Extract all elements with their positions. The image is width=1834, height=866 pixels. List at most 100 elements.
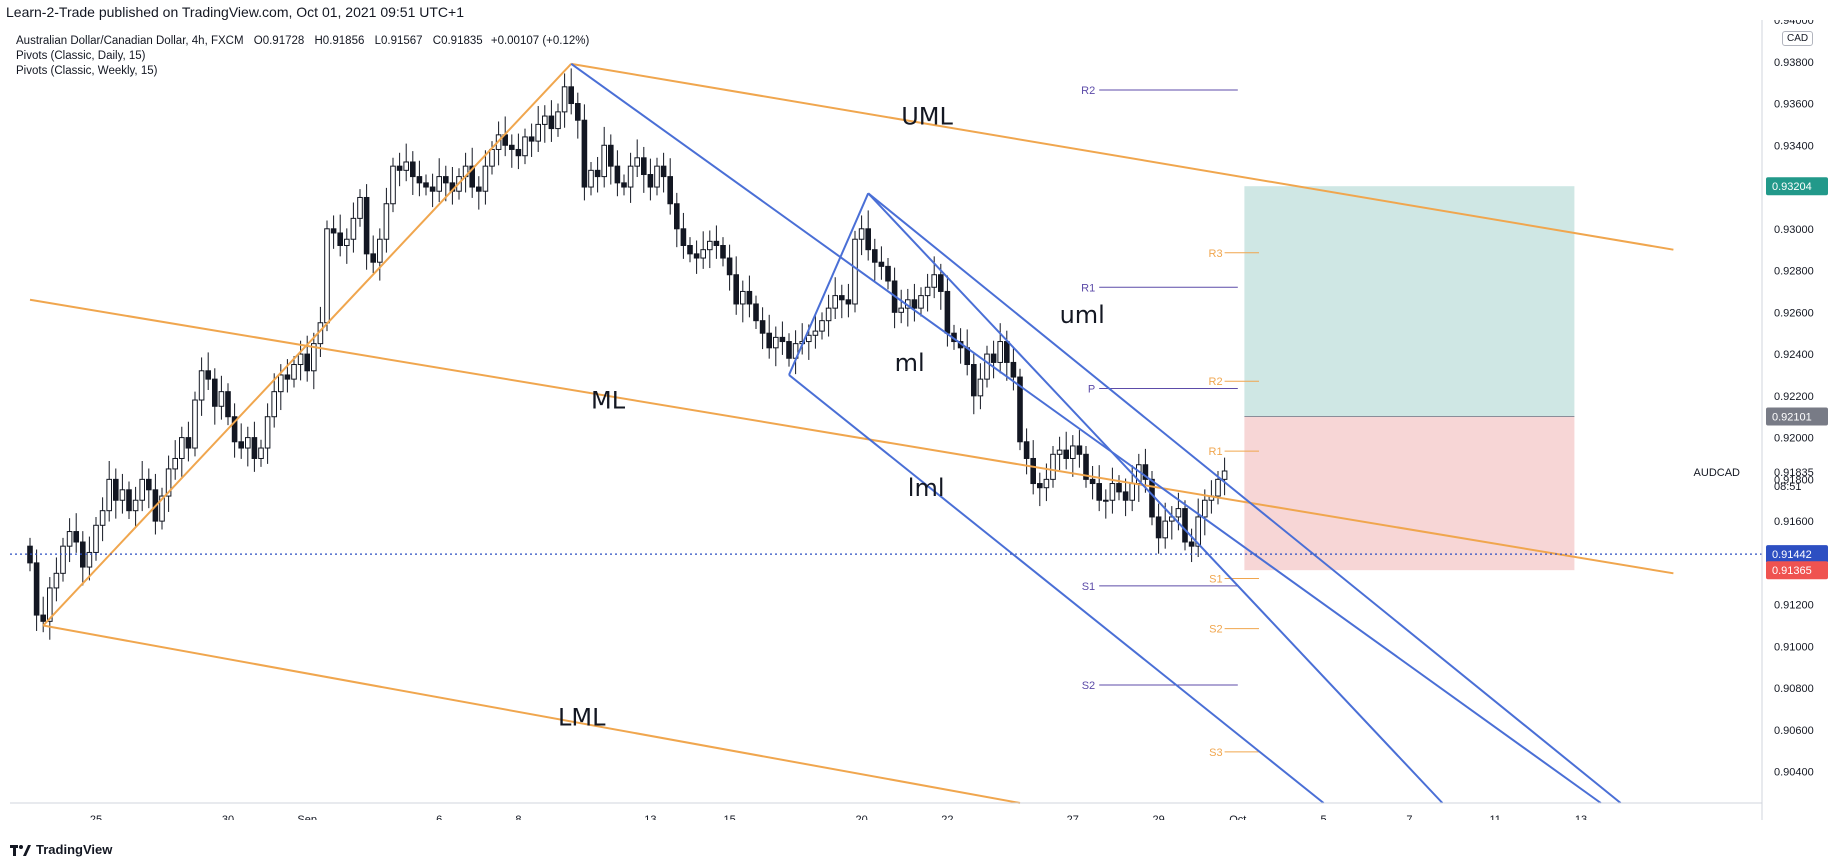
candle-body	[865, 228, 872, 251]
candle	[707, 230, 713, 269]
candle	[825, 294, 832, 337]
time-tick-label: 15	[723, 814, 735, 820]
candle-body	[667, 176, 674, 205]
candle-body	[720, 245, 726, 259]
price-tick-label: 0.91800	[1774, 474, 1814, 486]
candle-body	[1017, 376, 1023, 443]
candle	[746, 275, 753, 318]
candle	[839, 284, 845, 319]
daily-pivot-label: R2	[1209, 376, 1223, 388]
candle-body	[1182, 508, 1188, 543]
trend-line-LML	[43, 624, 1021, 804]
candle-body	[185, 437, 192, 449]
candle-body	[1202, 499, 1208, 518]
candle	[126, 481, 132, 520]
candle-body	[429, 186, 436, 192]
candle	[264, 403, 271, 464]
candle-body	[806, 334, 812, 343]
price-tick-label: 0.90400	[1774, 767, 1814, 779]
indicator-weekly-pivots[interactable]: Pivots (Classic, Weekly, 15)	[16, 65, 158, 77]
candle	[660, 152, 667, 193]
weekly-pivot-label: S2	[1082, 680, 1095, 692]
candle-body	[1188, 541, 1195, 547]
stop-price-badge: 0.91365	[1772, 565, 1812, 577]
candle-body	[522, 136, 528, 157]
candle	[139, 460, 145, 512]
candle	[667, 158, 674, 215]
candle	[779, 321, 786, 355]
candle-body	[1063, 449, 1070, 459]
trend-line-ml	[867, 192, 1444, 804]
candle-body	[370, 253, 376, 263]
tradingview-brand: TradingView	[36, 842, 113, 857]
candle-body	[40, 614, 47, 622]
daily-pivot-label: S2	[1209, 624, 1222, 636]
trend-line-uml	[867, 192, 1622, 804]
candle	[601, 126, 608, 188]
candle-body	[621, 182, 627, 188]
candle-body	[594, 169, 601, 178]
price-chart[interactable]: R2 R1 P S1 S2 R3 R2 R1 S1 S2 S3 UML ML LML uml ml lml 0.9…	[0, 20, 1834, 820]
indicator-daily-pivots[interactable]: Pivots (Classic, Daily, 15)	[16, 50, 146, 62]
candle-body	[311, 343, 317, 372]
last-price-value: 0.91835	[1774, 467, 1814, 479]
candle-body	[726, 257, 733, 276]
candle-body	[1122, 491, 1129, 501]
candle-body	[212, 378, 218, 407]
candle-body	[73, 531, 80, 543]
candle-body	[832, 295, 839, 309]
candle	[350, 202, 357, 253]
candle	[733, 256, 740, 315]
candle	[680, 212, 687, 259]
pitchfork-label: LML	[558, 704, 606, 732]
candle	[548, 100, 555, 142]
dotted-level-badge-bg	[1766, 545, 1828, 564]
currency-badge[interactable]: CAD	[1782, 31, 1814, 46]
daily-pivot-label: S1	[1209, 574, 1222, 586]
publisher-header: Learn-2-Trade published on TradingView.c…	[6, 4, 464, 20]
price-tick-label: 0.91000	[1774, 641, 1814, 653]
candle	[403, 143, 409, 182]
candle	[759, 307, 766, 350]
price-tick-label: 0.91200	[1774, 600, 1814, 612]
candle	[1056, 436, 1063, 471]
candle	[555, 103, 561, 137]
candle-body	[1149, 478, 1155, 518]
candle	[575, 92, 581, 139]
candle-body	[1089, 478, 1096, 485]
candle	[984, 345, 990, 388]
candle	[608, 134, 614, 185]
candle	[740, 280, 746, 323]
candle	[1050, 445, 1056, 488]
symbol-line: Australian Dollar/Canadian Dollar, 4h, F…	[16, 34, 589, 49]
candle-body	[377, 238, 383, 263]
candle-body	[469, 165, 475, 188]
candle-body	[852, 238, 858, 305]
price-tick-label: 0.92400	[1774, 349, 1814, 361]
candle-body	[878, 261, 885, 267]
candle-body	[535, 123, 542, 142]
candle-body	[733, 274, 740, 305]
candle-body	[60, 545, 66, 574]
candle-body	[1129, 483, 1136, 501]
candle-body	[938, 274, 944, 292]
candle-body	[548, 115, 555, 130]
candle-body	[561, 86, 568, 113]
candle-body	[634, 157, 641, 167]
candle-body	[997, 341, 1004, 363]
time-tick-label: 13	[644, 814, 656, 820]
candle-body	[172, 457, 178, 470]
candle-body	[205, 370, 211, 380]
time-tick-label: 22	[941, 814, 953, 820]
trend-line-pitchfork-handle	[42, 63, 572, 627]
symbol-title[interactable]: Australian Dollar/Canadian Dollar, 4h, F…	[16, 35, 244, 47]
candle-body	[542, 115, 548, 125]
candle	[363, 184, 370, 270]
candle-body	[825, 307, 832, 322]
entry-price-badge-bg	[1766, 407, 1828, 426]
candle	[1063, 431, 1070, 470]
candle-body	[1004, 341, 1010, 363]
candle	[918, 287, 924, 317]
candle-body	[225, 391, 231, 418]
ohlc-close-key: C	[432, 35, 442, 47]
